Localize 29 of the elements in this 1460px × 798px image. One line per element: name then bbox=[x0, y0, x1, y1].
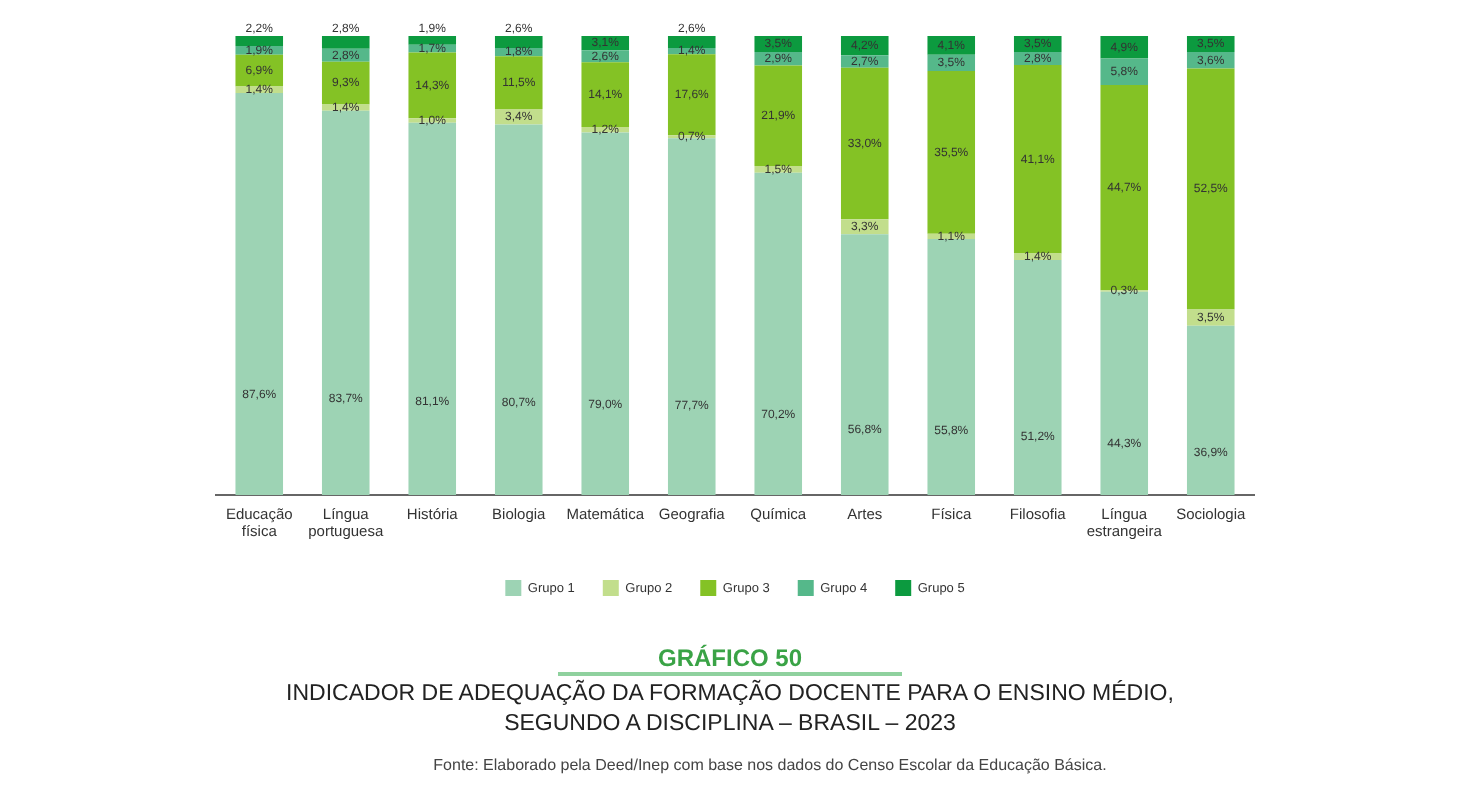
bar bbox=[840, 234, 889, 495]
bar bbox=[408, 36, 457, 45]
bar bbox=[321, 36, 370, 49]
bar bbox=[1013, 64, 1062, 254]
bar bbox=[927, 70, 976, 234]
text: INDICADOR DE ADEQUAÇÃO DA FORMAÇÃO DOCENTE PARA O ENSINO MÉDIO, SEGUNDO A DISCIPLINA – BRASIL – 2023 bbox=[284, 680, 1176, 740]
bar bbox=[1100, 58, 1149, 86]
bar bbox=[667, 138, 716, 495]
bar bbox=[235, 92, 284, 495]
bar bbox=[1186, 68, 1235, 310]
bar bbox=[321, 61, 370, 105]
bar bbox=[494, 56, 543, 109]
bar bbox=[408, 122, 457, 495]
bar bbox=[581, 62, 630, 127]
bar bbox=[840, 67, 889, 220]
bar bbox=[754, 65, 803, 166]
bar bbox=[321, 110, 370, 495]
bar bbox=[494, 36, 543, 48]
bar bbox=[581, 132, 630, 495]
bar bbox=[667, 36, 716, 48]
source-note: Fonte: Elaborado pela Deed/Inep com base nos dados do Censo Escolar da Educação Básica. bbox=[431, 756, 1109, 774]
bar bbox=[408, 52, 457, 119]
bar bbox=[927, 238, 976, 495]
bar bbox=[1186, 325, 1235, 495]
text: GRÁFICO 50 bbox=[557, 644, 902, 676]
bar bbox=[754, 172, 803, 495]
bar bbox=[1013, 259, 1062, 495]
bar bbox=[235, 36, 284, 47]
bar bbox=[494, 124, 543, 495]
